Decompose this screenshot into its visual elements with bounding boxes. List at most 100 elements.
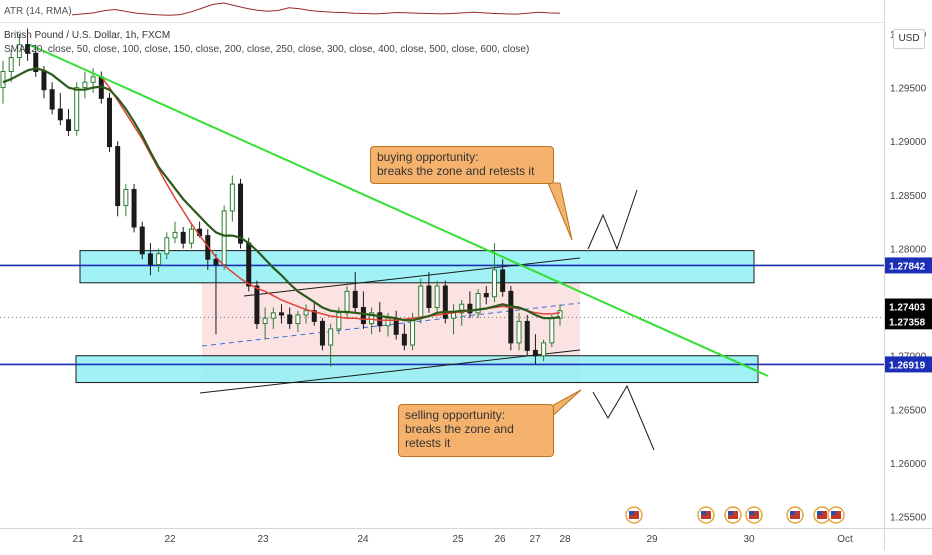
resistance-zone (79, 250, 755, 284)
candle-body (123, 188, 129, 207)
candle-body (483, 293, 489, 298)
price-label: 1.26919 (889, 360, 926, 371)
x-tick-label: 21 (72, 534, 84, 545)
sma-indicator-label[interactable]: SMA (20, close, 50, close, 100, close, 1… (4, 44, 530, 55)
price-label-box (885, 257, 932, 274)
buying-note-pointer (547, 182, 573, 241)
bearish-projection-path (592, 384, 655, 451)
atr-indicator-label[interactable]: ATR (14, RMA) (4, 6, 72, 17)
candle-body (25, 44, 31, 54)
x-tick-label: 28 (559, 534, 571, 545)
channel-upper-line (243, 257, 581, 297)
candle-body (33, 52, 39, 72)
flag-icon-canton (749, 511, 754, 515)
descending-trendline (29, 44, 769, 377)
candle-body (213, 258, 219, 266)
selling-opportunity-annotation[interactable]: selling opportunity: breaks the zone and… (398, 404, 554, 457)
x-tick-label: 24 (357, 534, 369, 545)
y-tick-label: 1.26000 (890, 459, 927, 470)
candle-body (41, 70, 47, 91)
flag-icon-canton (728, 511, 733, 515)
y-tick-label: 1.28000 (890, 244, 927, 255)
candle-body (66, 119, 72, 131)
buying-note-line-2: breaks the zone and retests it (377, 164, 535, 178)
candle-body (246, 242, 252, 287)
candle-body (287, 314, 293, 325)
candle-body (270, 312, 276, 319)
candle-body (401, 333, 407, 346)
candle-body (262, 317, 268, 325)
candle-body (229, 183, 235, 212)
candle-body (164, 237, 170, 255)
candle-body (328, 328, 334, 346)
channel-lower-line (199, 349, 581, 394)
candle-body (508, 290, 514, 344)
bullish-projection-path (587, 189, 638, 251)
candle-body (467, 303, 473, 314)
candle-body (442, 285, 448, 319)
x-tick-label: 29 (646, 534, 658, 545)
price-label-box (885, 356, 932, 373)
candle-body (352, 290, 358, 308)
candle-body (8, 57, 14, 72)
candle-body (49, 89, 55, 110)
candle-body (57, 108, 63, 121)
price-label: 1.27842 (889, 261, 926, 272)
candle-body (516, 320, 522, 344)
flag-icon-canton (701, 511, 706, 515)
x-tick-label: 26 (494, 534, 506, 545)
candle-body (131, 188, 137, 228)
candle-body (156, 253, 162, 266)
selling-note-line-3: retests it (405, 436, 451, 450)
price-label-box (885, 313, 932, 330)
currency-button[interactable]: USD (893, 29, 925, 49)
y-tick-label: 1.29000 (890, 137, 927, 148)
candle-body (549, 317, 555, 344)
flag-icon-canton (831, 511, 836, 515)
candle-body (532, 349, 538, 357)
flag-icon-canton (629, 511, 634, 515)
candle-body (410, 317, 416, 346)
candle-body (82, 81, 88, 89)
x-tick-label: 22 (164, 534, 176, 545)
candle-body (115, 146, 121, 207)
candle-body (385, 317, 391, 327)
candle-body (541, 342, 547, 357)
buying-opportunity-annotation[interactable]: buying opportunity: breaks the zone and … (370, 146, 554, 184)
candle-body (106, 97, 112, 148)
candle-body (500, 269, 506, 292)
price-label: 1.27403 (889, 303, 926, 314)
candle-body (16, 44, 22, 59)
y-tick-label: 1.28500 (890, 191, 927, 202)
candle-body (377, 312, 383, 327)
candle-body (221, 210, 227, 266)
x-tick-label: Oct (837, 534, 853, 545)
symbol-title: British Pound / U.S. Dollar, 1h, FXCM (4, 30, 171, 41)
candle-body (139, 226, 145, 255)
candle-body (279, 312, 284, 316)
candle-body (459, 303, 465, 314)
price-label: 1.27358 (889, 317, 926, 328)
candle-body (295, 314, 301, 325)
candle-body (418, 285, 424, 319)
candle-body (336, 312, 342, 330)
atr-line (71, 2, 561, 16)
candle-body (524, 320, 530, 351)
candle-body (434, 285, 440, 308)
candle-body (172, 231, 178, 239)
y-tick-label: 1.25500 (890, 513, 927, 524)
x-tick-label: 23 (257, 534, 269, 545)
selling-note-line-2: breaks the zone and (405, 422, 514, 436)
x-tick-label: 25 (452, 534, 464, 545)
candle-body (491, 269, 497, 298)
candle-body (344, 290, 350, 314)
flag-icon-canton (790, 511, 795, 515)
x-tick-label: 30 (743, 534, 755, 545)
candle-body (180, 231, 186, 244)
candle-body (188, 228, 194, 244)
y-tick-label: 1.29500 (890, 84, 927, 95)
sma-fast-line (2, 67, 561, 322)
buying-note-line-1: buying opportunity: (377, 150, 479, 164)
